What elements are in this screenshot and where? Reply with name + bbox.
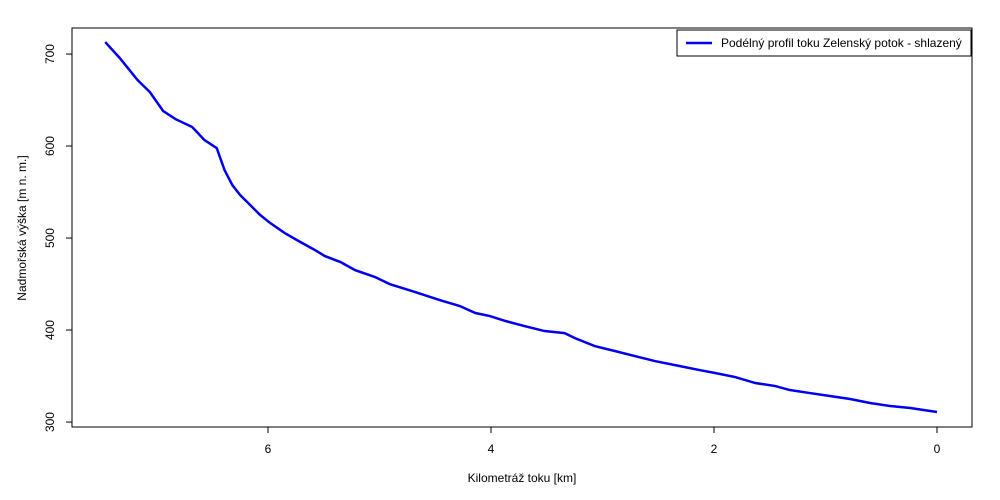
x-tick-label: 2 — [711, 442, 718, 456]
y-axis-label: Nadmořská výška [m n. m.] — [15, 155, 29, 300]
line — [104, 41, 938, 414]
x-tick-label: 0 — [934, 442, 941, 456]
y-tick-label: 500 — [43, 228, 57, 248]
plot-frame — [71, 27, 973, 428]
x-tick-label: 6 — [265, 442, 272, 456]
x-tick-label: 4 — [488, 442, 495, 456]
y-tick-label: 600 — [43, 136, 57, 156]
y-tick-label: 700 — [43, 44, 57, 64]
y-tick-label: 400 — [43, 320, 57, 340]
legend-box — [676, 29, 972, 57]
y-tick-label: 300 — [43, 412, 57, 432]
x-axis-label: Kilometráž toku [km] — [468, 471, 577, 485]
legend-label: Podélný profil toku Zelenský potok - shl… — [721, 36, 962, 50]
